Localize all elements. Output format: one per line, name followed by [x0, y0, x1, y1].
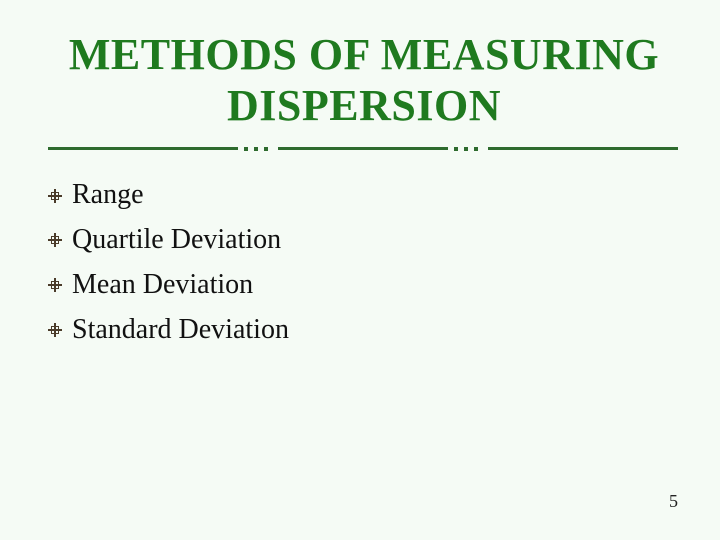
bullet-list: Range Quartile Deviation Mean Deviation … — [48, 173, 680, 352]
bullet-icon — [48, 189, 62, 203]
slide-title: METHODS OF MEASURING DISPERSION — [48, 30, 680, 131]
page-number: 5 — [669, 491, 678, 512]
divider-dots — [244, 147, 268, 151]
list-item: Standard Deviation — [48, 308, 680, 353]
divider-segment — [488, 147, 678, 150]
bullet-label: Quartile Deviation — [72, 218, 281, 263]
bullet-label: Standard Deviation — [72, 308, 289, 353]
slide: METHODS OF MEASURING DISPERSION Range Qu… — [0, 0, 720, 540]
bullet-icon — [48, 233, 62, 247]
title-divider — [48, 141, 680, 157]
title-line-1: METHODS OF MEASURING — [69, 30, 659, 79]
list-item: Range — [48, 173, 680, 218]
bullet-icon — [48, 323, 62, 337]
bullet-icon — [48, 278, 62, 292]
divider-segment — [278, 147, 448, 150]
bullet-label: Mean Deviation — [72, 263, 253, 308]
divider-dots — [454, 147, 478, 151]
bullet-label: Range — [72, 173, 144, 218]
divider-segment — [48, 147, 238, 150]
title-line-2: DISPERSION — [227, 81, 501, 130]
list-item: Quartile Deviation — [48, 218, 680, 263]
list-item: Mean Deviation — [48, 263, 680, 308]
